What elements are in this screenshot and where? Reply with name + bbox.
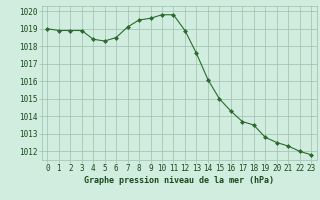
X-axis label: Graphe pression niveau de la mer (hPa): Graphe pression niveau de la mer (hPa) <box>84 176 274 185</box>
